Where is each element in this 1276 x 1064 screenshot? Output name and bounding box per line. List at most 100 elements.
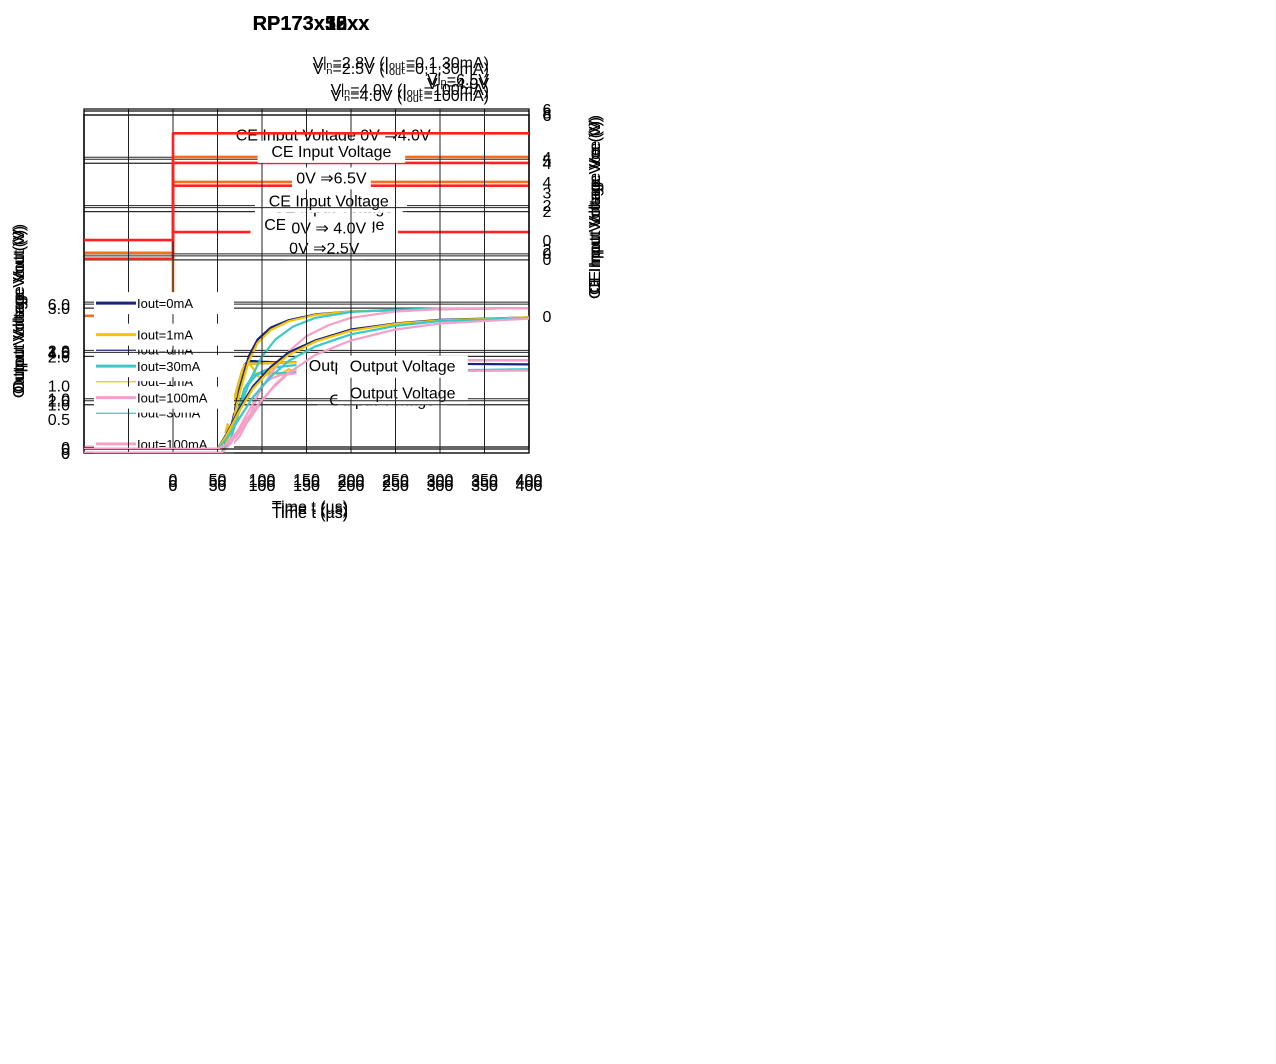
condition-label: Vᴵₙ=6.5V bbox=[427, 72, 489, 89]
x-tick-label: 200 bbox=[338, 474, 365, 491]
condition-label: Vᴵₙ=4.0V (Iₒᵤₜ=100mA) bbox=[331, 82, 489, 99]
y-tick-label: 0 bbox=[61, 442, 70, 459]
legend-entry-bg bbox=[94, 292, 234, 315]
y2-tick-label: 3 bbox=[543, 185, 552, 202]
x-tick-label: 100 bbox=[249, 474, 276, 491]
x-tick-label: 150 bbox=[293, 474, 320, 491]
legend-label: Iout=0mA bbox=[137, 296, 193, 311]
annotation-label: 0V ⇒6.5V bbox=[296, 170, 367, 187]
x-tick-label: 0 bbox=[169, 478, 178, 495]
y2-tick-label: 6 bbox=[543, 108, 552, 125]
x-axis-label: Time t (µs) bbox=[272, 501, 348, 518]
y-tick-label: 6.0 bbox=[48, 297, 70, 314]
series-line-iout-1ma bbox=[84, 316, 529, 449]
y-axis-label: Output Voltage Vout (V) bbox=[11, 224, 28, 392]
x-axis-label: Time t (µs) bbox=[272, 505, 348, 522]
x-tick-label: 400 bbox=[516, 478, 543, 495]
x-tick-label: 250 bbox=[382, 472, 409, 489]
x-axis-label: Time t (µs) bbox=[272, 499, 348, 516]
legend-entry-bg bbox=[94, 355, 234, 378]
x-axis-label: Time t (µs) bbox=[272, 505, 348, 522]
x-tick-label: 100 bbox=[249, 478, 276, 495]
y2-tick-label: 0 bbox=[543, 309, 552, 326]
x-tick-label: 300 bbox=[427, 478, 454, 495]
y-tick-label: 1.0 bbox=[48, 378, 70, 395]
annotation-label: CE Input Voltage bbox=[271, 144, 391, 161]
x-tick-label: 100 bbox=[249, 472, 276, 489]
y-tick-label: 4.0 bbox=[48, 345, 70, 362]
legend-label: Iout=100mA bbox=[137, 391, 208, 406]
y2-axis-label: CE Input Voltage Vce (V) bbox=[587, 117, 604, 295]
ce-voltage-line bbox=[84, 132, 529, 242]
legend-label: Iout=30mA bbox=[137, 359, 201, 374]
legend: Iout=0mA Iout=1mA Iout=30mA Iout=100mA bbox=[94, 292, 234, 409]
y-tick-label: 2.0 bbox=[48, 349, 70, 366]
y-tick-label: 2.0 bbox=[48, 394, 70, 411]
y2-tick-label: 0 bbox=[543, 246, 552, 263]
condition-label: Vᴵₙ=4.0V bbox=[427, 76, 489, 93]
x-tick-label: 300 bbox=[427, 478, 454, 495]
x-tick-label: 400 bbox=[516, 474, 543, 491]
x-tick-label: 200 bbox=[338, 478, 365, 495]
x-tick-label: 0 bbox=[169, 474, 178, 491]
y2-tick-label: 4 bbox=[543, 156, 552, 173]
y-tick-label: 1.5 bbox=[48, 345, 70, 362]
y2-tick-label: 4 bbox=[543, 175, 552, 192]
chart-title: RP173x18xx bbox=[253, 13, 370, 35]
x-tick-label: 200 bbox=[338, 472, 365, 489]
x-tick-label: 150 bbox=[293, 478, 320, 495]
x-tick-label: 0 bbox=[169, 472, 178, 489]
annotation-label: Output Voltage bbox=[350, 386, 456, 403]
x-tick-label: 150 bbox=[293, 478, 320, 495]
y-tick-label: 3.0 bbox=[48, 301, 70, 318]
y-tick-label: 0.5 bbox=[48, 412, 70, 429]
annotation-label: Output Voltage bbox=[350, 359, 456, 376]
y2-tick-label: 6 bbox=[543, 108, 552, 125]
x-tick-label: 200 bbox=[338, 478, 365, 495]
y2-tick-label: 8 bbox=[543, 106, 552, 123]
condition-label: Vᴵₙ=4.0V (Iₒᵤₜ=100mA) bbox=[331, 88, 489, 105]
x-tick-label: 50 bbox=[209, 478, 227, 495]
y2-tick-label: 6 bbox=[543, 102, 552, 119]
y2-tick-label: 0 bbox=[543, 233, 552, 250]
series-line-iout-30ma bbox=[84, 317, 529, 449]
y2-tick-label: 2 bbox=[543, 204, 552, 221]
annotation-bg bbox=[257, 140, 406, 163]
plot-frame bbox=[83, 110, 530, 450]
x-tick-label: 50 bbox=[209, 472, 227, 489]
y2-tick-label: 2 bbox=[543, 198, 552, 215]
annotation-bg bbox=[337, 355, 468, 378]
chart-title: RP173x12xx bbox=[253, 13, 370, 35]
x-tick-label: 350 bbox=[471, 472, 498, 489]
x-tick-label: 250 bbox=[382, 478, 409, 495]
y-axis-label: Output Voltage Vout (V) bbox=[11, 230, 28, 398]
y-axis-label: Output Voltage Vout (V) bbox=[11, 230, 28, 398]
y2-tick-label: 2 bbox=[543, 242, 552, 259]
y-axis-label: Output Voltage Vout (V) bbox=[11, 226, 28, 394]
x-tick-label: 250 bbox=[382, 478, 409, 495]
x-tick-label: 50 bbox=[209, 474, 227, 491]
series-group bbox=[84, 132, 529, 449]
condition-label: Vᴵₙ=2.5V (Iₒᵤₜ=0,1,30mA) bbox=[313, 61, 489, 78]
condition-label: Vᴵₙ=2.8V (Iₒᵤₜ=0,1,30mA) bbox=[313, 55, 489, 72]
x-tick-label: 350 bbox=[471, 474, 498, 491]
x-tick-label: 350 bbox=[471, 478, 498, 495]
x-tick-label: 400 bbox=[516, 472, 543, 489]
x-tick-label: 0 bbox=[169, 478, 178, 495]
annotation-label: 0V ⇒ 4.0V bbox=[291, 220, 366, 237]
annotation-label: CE Input Voltage bbox=[269, 194, 389, 211]
chart-title: RP173x55xx bbox=[253, 13, 370, 35]
y-tick-label: 1.0 bbox=[48, 392, 70, 409]
series-line-iout-100ma bbox=[84, 317, 529, 449]
x-tick-label: 300 bbox=[427, 472, 454, 489]
annotation-bg bbox=[292, 167, 371, 190]
y2-tick-label: 4 bbox=[543, 150, 552, 167]
legend-entry-bg bbox=[94, 386, 234, 409]
y-tick-label: 0 bbox=[61, 440, 70, 457]
annotation-bg bbox=[337, 382, 468, 405]
legend-entry-bg bbox=[94, 323, 234, 346]
y-tick-label: 2.0 bbox=[48, 343, 70, 360]
legend-label: Iout=1mA bbox=[137, 328, 193, 343]
y-tick-label: 0 bbox=[61, 446, 70, 463]
